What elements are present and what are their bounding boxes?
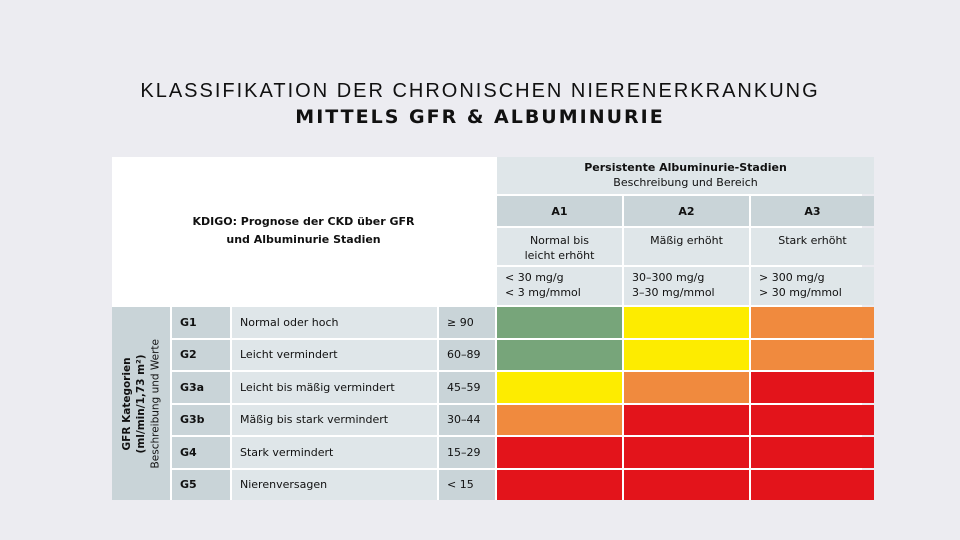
risk-cell-high [624,372,749,403]
gfr-description: Stark vermindert [232,437,437,468]
albuminuria-subtitle: Beschreibung und Bereich [613,175,758,189]
risk-cell-high [497,404,622,435]
range-mg-g: > 300 mg/g [759,271,825,285]
risk-cell-very-high [751,437,874,468]
gfr-code: G5 [172,469,230,500]
albuminuria-header: Persistente Albuminurie-Stadien Beschreib… [497,157,874,194]
risk-cell-very-high [751,404,874,435]
risk-cell-very-high [624,469,749,500]
stage-code: A2 [624,196,749,226]
kdigo-header: KDIGO: Prognose der CKD über GFR und Albu… [112,157,495,305]
risk-cell-high [751,307,874,338]
gfr-label-line1: GFR Kategorien [120,357,133,450]
kdigo-table: KDIGO: Prognose der CKD über GFR und Albu… [112,157,874,500]
risk-cell-low [497,339,622,370]
gfr-category-label: GFR Kategorien (ml/min/1,73 m²) Beschreibu… [112,307,170,500]
title-line2: MITTELS GFR & ALBUMINURIE [295,106,665,128]
stage-description: Stark erhöht [751,228,874,265]
gfr-value: ≥ 90 [439,307,495,338]
gfr-code: G3a [172,372,230,403]
range-mg-mmol: < 3 mg/mmol [505,286,581,299]
gfr-description: Nierenversagen [232,469,437,500]
risk-cell-moderate [624,339,749,370]
stage-description: Normal bis leicht erhöht [497,228,622,265]
kdigo-line2: und Albuminurie Stadien [226,233,381,246]
gfr-label-text: GFR Kategorien (ml/min/1,73 m²) Beschreibu… [120,339,163,468]
risk-cell-very-high [624,404,749,435]
risk-cell-very-high [497,437,622,468]
risk-cell-low [497,307,622,338]
risk-cell-moderate [497,372,622,403]
gfr-description: Mäßig bis stark vermindert [232,404,437,435]
stage-range: > 300 mg/g > 30 mg/mmol [751,267,874,305]
stage-code: A1 [497,196,622,226]
gfr-value: 45–59 [439,372,495,403]
gfr-value: 15–29 [439,437,495,468]
range-mg-mmol: 3–30 mg/mmol [632,286,715,299]
gfr-description: Leicht bis mäßig vermindert [232,372,437,403]
stage-description: Mäßig erhöht [624,228,749,265]
gfr-value: 60–89 [439,339,495,370]
gfr-code: G2 [172,339,230,370]
gfr-label-line3: Beschreibung und Werte [149,338,162,469]
kdigo-line1: KDIGO: Prognose der CKD über GFR [192,215,415,229]
risk-cell-very-high [624,437,749,468]
gfr-label-line2: (ml/min/1,73 m²) [134,354,147,453]
gfr-description: Normal oder hoch [232,307,437,338]
range-mg-mmol: > 30 mg/mmol [759,286,842,299]
stage-range: < 30 mg/g < 3 mg/mmol [497,267,622,305]
gfr-code: G4 [172,437,230,468]
range-mg-g: < 30 mg/g [505,271,564,285]
title-line1: KLASSIFIKATION DER CHRONISCHEN NIERENERK… [140,80,820,102]
gfr-description: Leicht vermindert [232,339,437,370]
risk-cell-very-high [751,372,874,403]
gfr-code: G3b [172,404,230,435]
gfr-value: < 15 [439,469,495,500]
range-mg-g: 30–300 mg/g [632,271,705,285]
risk-cell-moderate [624,307,749,338]
stage-code: A3 [751,196,874,226]
risk-cell-very-high [497,469,622,500]
stage-range: 30–300 mg/g 3–30 mg/mmol [624,267,749,305]
risk-cell-high [751,339,874,370]
risk-cell-very-high [751,469,874,500]
gfr-value: 30–44 [439,404,495,435]
gfr-code: G1 [172,307,230,338]
albuminuria-title: Persistente Albuminurie-Stadien [584,161,787,175]
